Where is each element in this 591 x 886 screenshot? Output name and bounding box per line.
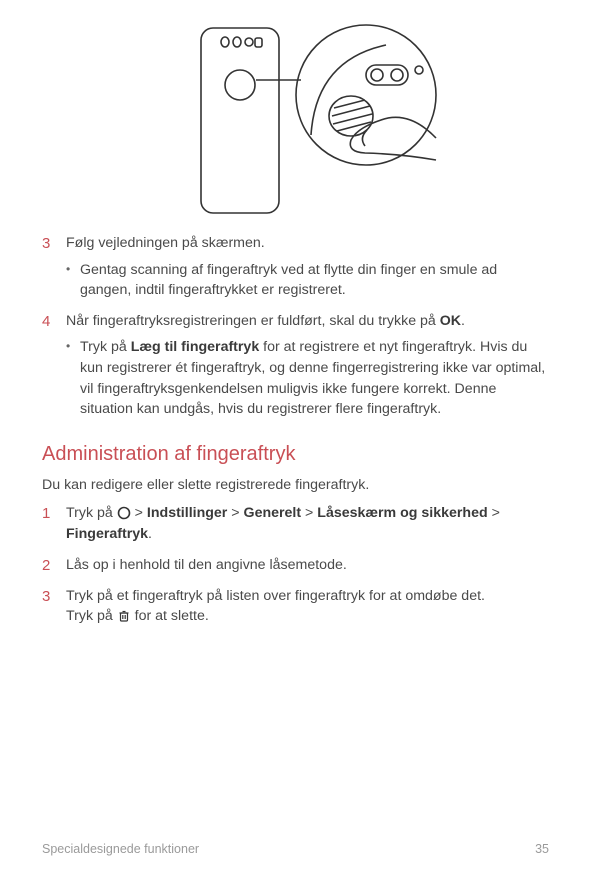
manage-step-1: 1 Tryk på > Indstillinger > Generelt > L… [42, 503, 549, 544]
bullet-dot-icon: • [66, 337, 80, 419]
breadcrumb-separator-icon: > [135, 505, 143, 521]
step-text: Følg vejledningen på skærmen. [66, 233, 549, 254]
manage-step-3: 3 Tryk på et fingeraftryk på listen over… [42, 586, 549, 627]
step-4-sub: • Tryk på Læg til fingeraftryk for at re… [66, 337, 549, 419]
breadcrumb-separator-icon: > [492, 505, 500, 521]
breadcrumb: Generelt [244, 505, 302, 521]
text-fragment: Når fingeraftryksregistreringen er fuldf… [66, 313, 440, 329]
text-fragment: Tryk på et fingeraftryk på listen over f… [66, 586, 549, 607]
page-footer: Specialdesignede funktioner 35 [42, 840, 549, 858]
text-fragment: . [461, 313, 465, 329]
step-text: Tryk på > Indstillinger > Generelt > Lås… [66, 503, 549, 544]
step-sub-text: Tryk på Læg til fingeraftryk for at regi… [80, 337, 549, 419]
step-number: 3 [42, 586, 66, 627]
home-circle-icon [117, 506, 131, 520]
step-number: 2 [42, 555, 66, 576]
step-text: Lås op i henhold til den angivne låsemet… [66, 555, 549, 576]
trash-icon [117, 609, 131, 623]
step-3-sub: • Gentag scanning af fingeraftryk ved at… [66, 260, 549, 301]
text-fragment: Tryk på [66, 608, 117, 624]
section-intro: Du kan redigere eller slette registrered… [42, 475, 549, 496]
step-3: 3 Følg vejledningen på skærmen. • Gentag… [42, 233, 549, 301]
page-number: 35 [535, 840, 549, 858]
fingerprint-illustration [42, 20, 549, 215]
footer-section-label: Specialdesignede funktioner [42, 840, 199, 858]
bullet-dot-icon: • [66, 260, 80, 301]
step-number: 3 [42, 233, 66, 301]
breadcrumb: Låseskærm og sikkerhed [317, 505, 487, 521]
text-fragment: for at slette. [131, 608, 209, 624]
text-fragment: Tryk på [80, 339, 131, 355]
manage-step-2: 2 Lås op i henhold til den angivne låsem… [42, 555, 549, 576]
step-text: Tryk på et fingeraftryk på listen over f… [66, 586, 549, 627]
step-text: Når fingeraftryksregistreringen er fuldf… [66, 311, 549, 332]
section-heading: Administration af fingeraftryk [42, 440, 549, 469]
add-fingerprint-label: Læg til fingeraftryk [131, 339, 260, 355]
breadcrumb-separator-icon: > [231, 505, 239, 521]
step-sub-text: Gentag scanning af fingeraftryk ved at f… [80, 260, 549, 301]
breadcrumb-separator-icon: > [305, 505, 313, 521]
text-fragment: Tryk på [66, 505, 117, 521]
breadcrumb: Fingeraftryk [66, 526, 148, 542]
step-4: 4 Når fingeraftryksregistreringen er ful… [42, 311, 549, 420]
text-fragment: . [148, 526, 152, 542]
ok-label: OK [440, 313, 461, 329]
step-number: 4 [42, 311, 66, 420]
breadcrumb: Indstillinger [147, 505, 227, 521]
step-number: 1 [42, 503, 66, 544]
